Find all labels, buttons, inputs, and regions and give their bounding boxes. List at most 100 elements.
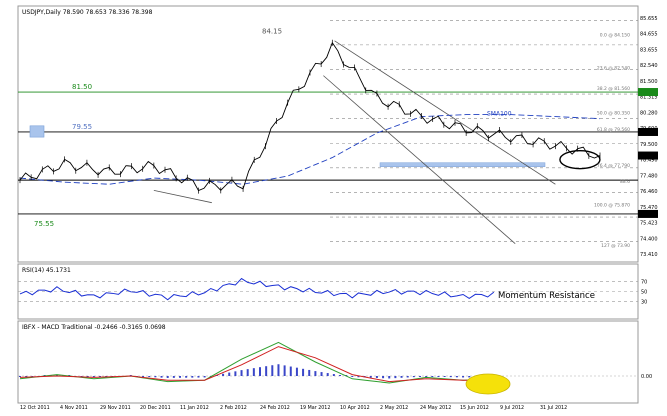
macd-hist-bar [468,376,471,378]
macd-hist-bar [259,367,261,376]
macd-hist-bar [314,371,317,376]
macd-hist-bar [92,376,95,377]
macd-hist-bar [25,376,28,377]
macd-hist-bar [99,376,101,377]
price-axis-tick: 79.500 [640,142,658,148]
macd-hist-bar [295,367,298,376]
consolidation-ellipse [559,149,601,170]
fib-label: 23.6 @ 82.540 [597,66,630,72]
price-axis-tick: 77.480 [640,173,658,179]
price-axis-marker [638,209,658,218]
macd-hist-bar [388,376,391,379]
macd-hist-bar [326,373,329,376]
price-axis-marker [638,151,658,160]
macd-highlight-ellipse [465,373,511,395]
channel-upper-line [334,40,556,185]
macd-hist-bar [191,376,194,378]
date-axis-tick: 24 May 2012 [420,405,451,411]
macd-hist-bar [283,365,286,376]
date-axis-tick: 10 Apr 2012 [340,405,370,411]
price-axis-tick: 81.500 [640,79,658,85]
price-axis-tick: 80.280 [640,110,658,116]
price-axis-tick: 82.540 [640,63,658,69]
macd-hist-bar [375,376,378,378]
macd-hist-bar [252,368,255,376]
macd-hist-bar [197,376,200,378]
macd-hist-bar [142,376,145,377]
date-axis-tick: 19 Mar 2012 [300,405,330,411]
macd-hist-bar [443,376,446,377]
rsi-level-label: 30 [641,299,647,305]
macd-hist-bar [185,376,188,378]
macd-hist-bar [357,376,360,378]
price-axis-tick: 83.655 [640,47,658,53]
macd-hist-bar [179,376,181,378]
date-axis-tick: 4 Nov 2011 [60,405,88,411]
price-axis-tick: 74.400 [640,236,658,242]
macd-hist-bar [320,372,323,376]
macd-hist-bar [437,376,440,377]
fib-label: 61.8 @ 79.560 [597,127,630,133]
macd-zero-label: 0.00 [641,374,652,380]
macd-hist-bar [172,376,175,378]
green-level-label: 81.50 [72,83,92,91]
price-axis-tick: 75.470 [640,205,658,211]
macd-hist-bar [412,376,415,378]
wedge-line [153,189,212,204]
macd-hist-bar [339,375,341,376]
macd-hist-bar [425,376,428,377]
axis-layer: 85.655 84.655 83.655 82.540 81.500 81.315 80.2… [20,16,658,411]
fib-label: 38.2 @ 81.560 [597,86,630,92]
rsi-layer: 70 50 30 Momentum Resistance [18,277,647,305]
fib-label: 88.6 [620,179,630,185]
date-axis-tick: 9 Jul 2012 [500,405,524,411]
fib-label: 100.0 @ 75.870 [594,202,630,208]
macd-title: IBFX - MACD Traditional -0.2466 -0.3165 … [22,324,166,331]
macd-hist-bar [203,376,206,378]
macd-hist-bar [277,364,280,376]
price-layer: 84.15 81.50 79.55 75.55 SMA100 0.0 @ 84.150 23… [18,19,638,249]
blue-support-band [379,162,546,167]
sma100-line [19,114,601,185]
macd-hist-bar [222,373,225,376]
macd-signal-line [19,346,500,383]
macd-hist-bar [154,376,157,378]
macd-hist-bar [148,376,151,377]
symbol-header: USDJPY,Daily 78.590 78.653 78.336 78.398 [22,9,153,16]
date-axis-tick: 11 Jan 2012 [180,405,209,411]
date-axis-tick: 24 Feb 2012 [260,405,290,411]
date-axis-tick: 20 Dec 2011 [140,405,171,411]
price-axis-tick: 81.315 [640,95,658,101]
momentum-resistance-label: Momentum Resistance [498,291,595,301]
fib-label: 76.4 @ 77.790 [597,163,630,169]
macd-hist-bar [400,376,403,378]
macd-hist-bar [234,371,237,376]
macd-hist-bar [246,369,249,376]
price-axis-tick: 75.423 [640,221,658,227]
date-axis-tick: 2 May 2012 [380,405,408,411]
macd-main-line [19,341,501,384]
macd-hist-bar [351,376,354,377]
fib-label: 0.0 @ 84.150 [600,33,630,39]
macd-hist-bar [455,376,458,378]
date-axis-tick: 31 Jul 2012 [540,405,567,411]
price-axis-tick: 73.410 [640,252,658,258]
price-axis-tick: 78.490 [640,158,658,164]
macd-hist-bar [302,368,305,376]
date-axis-tick: 29 Nov 2011 [100,405,131,411]
sma100-label: SMA100 [487,111,512,118]
rsi-level-label: 50 [641,290,647,296]
macd-panel-frame [17,320,639,404]
macd-hist-bar [240,370,243,376]
macd-hist-bar [271,365,274,376]
macd-hist-bar [431,376,434,377]
price-panel-frame [17,5,639,263]
support-label: 75.55 [34,220,54,228]
macd-hist-bar [86,376,89,377]
high-label: 84.15 [262,28,282,36]
macd-hist-bar [382,376,385,379]
macd-hist-bar [462,376,465,378]
date-axis-tick: 15 Jun 2012 [460,405,489,411]
macd-hist-bar [228,372,231,376]
